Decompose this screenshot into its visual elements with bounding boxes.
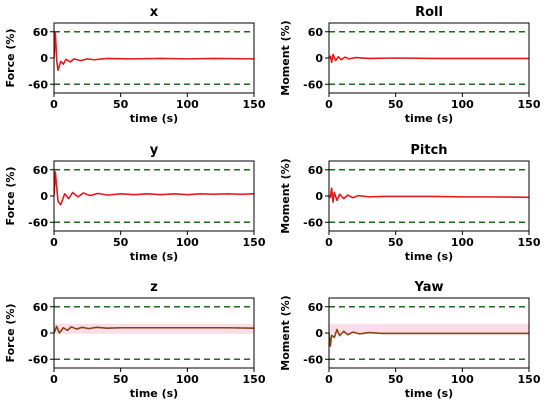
x-tick-label: 0 [325,373,333,386]
x-tick-label: 150 [518,236,541,249]
x-tick-label: 150 [243,236,266,249]
x-axis-label: time (s) [130,250,178,263]
x-tick-label: 50 [388,236,404,249]
y-tick-label: 0 [40,190,48,203]
x-tick-label: 0 [50,236,58,249]
x-tick-label: 150 [243,373,266,386]
y-tick-label: 60 [308,164,324,177]
subplot-title: z [150,280,158,295]
confidence-band [54,323,254,334]
subplot-title: Roll [415,5,443,20]
x-tick-label: 150 [243,98,266,111]
x-tick-label: 150 [518,373,541,386]
x-tick-label: 50 [388,373,404,386]
y-tick-label: -60 [303,353,323,366]
y-tick-label: -60 [303,216,323,229]
y-axis-label: Force (%) [4,167,17,226]
series-line [54,171,254,206]
x-tick-label: 100 [176,98,199,111]
x-tick-label: 100 [176,236,199,249]
x-tick-label: 50 [388,98,404,111]
y-tick-label: 60 [33,164,49,177]
x-axis-label: time (s) [405,250,453,263]
y-tick-label: -60 [28,353,48,366]
x-tick-label: 0 [50,98,58,111]
plot-frame [53,160,255,232]
x-axis-label: time (s) [405,112,453,125]
y-tick-label: -60 [303,78,323,91]
y-tick-label: 0 [40,52,48,65]
series-line [54,325,254,334]
x-tick-label: 0 [325,236,333,249]
series-line [329,53,529,64]
y-tick-label: -60 [28,78,48,91]
y-axis-label: Moment (%) [279,158,292,233]
y-tick-label: 0 [315,52,323,65]
y-axis-label: Force (%) [4,304,17,363]
y-tick-label: 60 [33,26,49,39]
confidence-band [329,323,529,334]
x-tick-label: 100 [451,98,474,111]
y-tick-label: -60 [28,216,48,229]
x-tick-label: 0 [50,373,58,386]
x-axis-label: time (s) [405,387,453,400]
series-line [54,30,254,72]
y-tick-label: 60 [33,301,49,314]
y-axis-label: Force (%) [4,29,17,88]
x-tick-label: 50 [113,373,129,386]
y-axis-label: Moment (%) [279,20,292,95]
y-axis-label: Moment (%) [279,295,292,370]
x-tick-label: 50 [113,236,129,249]
x-axis-label: time (s) [130,387,178,400]
y-tick-label: 60 [308,26,324,39]
subplot-title: x [150,5,159,20]
x-axis-label: time (s) [130,112,178,125]
series-line [329,187,529,203]
subplot-title: Yaw [413,280,443,295]
y-tick-label: 0 [40,327,48,340]
x-tick-label: 100 [451,373,474,386]
x-tick-label: 100 [176,373,199,386]
y-tick-label: 0 [315,190,323,203]
y-tick-label: 0 [315,327,323,340]
x-tick-label: 50 [113,98,129,111]
y-tick-label: 60 [308,301,324,314]
subplot-title: y [150,143,159,158]
subplot-title: Pitch [410,143,447,158]
x-tick-label: 100 [451,236,474,249]
x-tick-label: 0 [325,98,333,111]
series-line [329,328,529,347]
x-tick-label: 150 [518,98,541,111]
